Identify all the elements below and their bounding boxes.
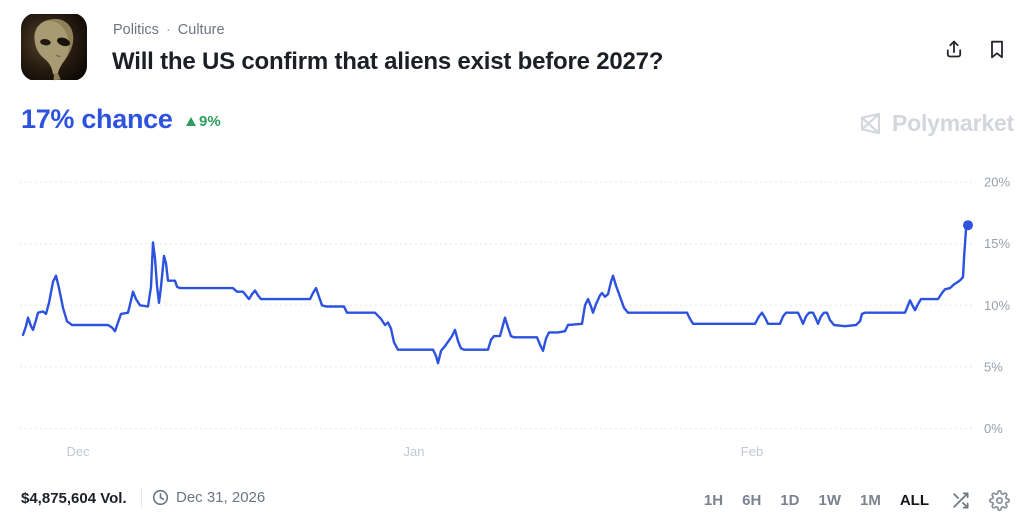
range-button-6h[interactable]: 6H xyxy=(737,490,766,511)
price-chart-svg[interactable]: 0% 5% 10% 15% 20% Dec Jan Feb xyxy=(0,160,1024,460)
gear-icon xyxy=(988,489,1010,511)
svg-text:5%: 5% xyxy=(984,359,1003,374)
shuffle-button[interactable] xyxy=(947,487,973,513)
clock-icon xyxy=(152,489,169,506)
range-button-1m[interactable]: 1M xyxy=(855,490,886,511)
page-title: Will the US confirm that aliens exist be… xyxy=(112,48,664,75)
bookmark-button[interactable] xyxy=(984,36,1010,62)
chance-delta: 9% xyxy=(186,113,221,130)
share-button[interactable] xyxy=(941,36,967,62)
polymarket-wordmark: Polymarket xyxy=(891,110,1014,136)
svg-text:10%: 10% xyxy=(984,298,1010,313)
footer-divider xyxy=(141,488,142,507)
svg-text:Feb: Feb xyxy=(741,444,763,459)
range-buttons: 1H 6H 1D 1W 1M ALL xyxy=(699,490,934,511)
end-date-text: Dec 31, 2026 xyxy=(176,489,266,506)
range-button-1d[interactable]: 1D xyxy=(775,490,804,511)
bookmark-icon xyxy=(991,40,1003,58)
breadcrumb-separator: · xyxy=(165,22,171,38)
range-button-1w[interactable]: 1W xyxy=(813,490,846,511)
end-date: Dec 31, 2026 xyxy=(152,489,265,506)
svg-text:15%: 15% xyxy=(984,236,1010,251)
chance-value: 17% chance xyxy=(21,104,173,134)
chart-controls: 1H 6H 1D 1W 1M ALL xyxy=(699,487,1012,513)
svg-text:Dec: Dec xyxy=(66,444,90,459)
up-triangle-icon xyxy=(186,117,196,126)
header-actions xyxy=(941,36,1010,62)
range-button-1h[interactable]: 1H xyxy=(699,490,728,511)
breadcrumb-item-culture[interactable]: Culture xyxy=(177,22,225,38)
volume-label: $4,875,604 Vol. xyxy=(21,490,127,507)
shuffle-icon xyxy=(952,492,968,508)
polymarket-logo-icon xyxy=(860,112,880,135)
market-avatar-alien xyxy=(21,13,87,81)
alien-avatar-image xyxy=(21,14,87,81)
svg-text:20%: 20% xyxy=(984,175,1010,190)
settings-button[interactable] xyxy=(986,487,1012,513)
chance-delta-value: 9% xyxy=(199,113,221,130)
svg-text:0%: 0% xyxy=(984,421,1003,436)
share-icon xyxy=(946,40,962,57)
breadcrumb-item-politics[interactable]: Politics xyxy=(113,22,159,38)
range-button-all[interactable]: ALL xyxy=(895,490,934,511)
polymarket-watermark: Polymarket xyxy=(857,110,1014,137)
breadcrumb: Politics · Culture xyxy=(113,22,225,38)
svg-text:Jan: Jan xyxy=(404,444,425,459)
